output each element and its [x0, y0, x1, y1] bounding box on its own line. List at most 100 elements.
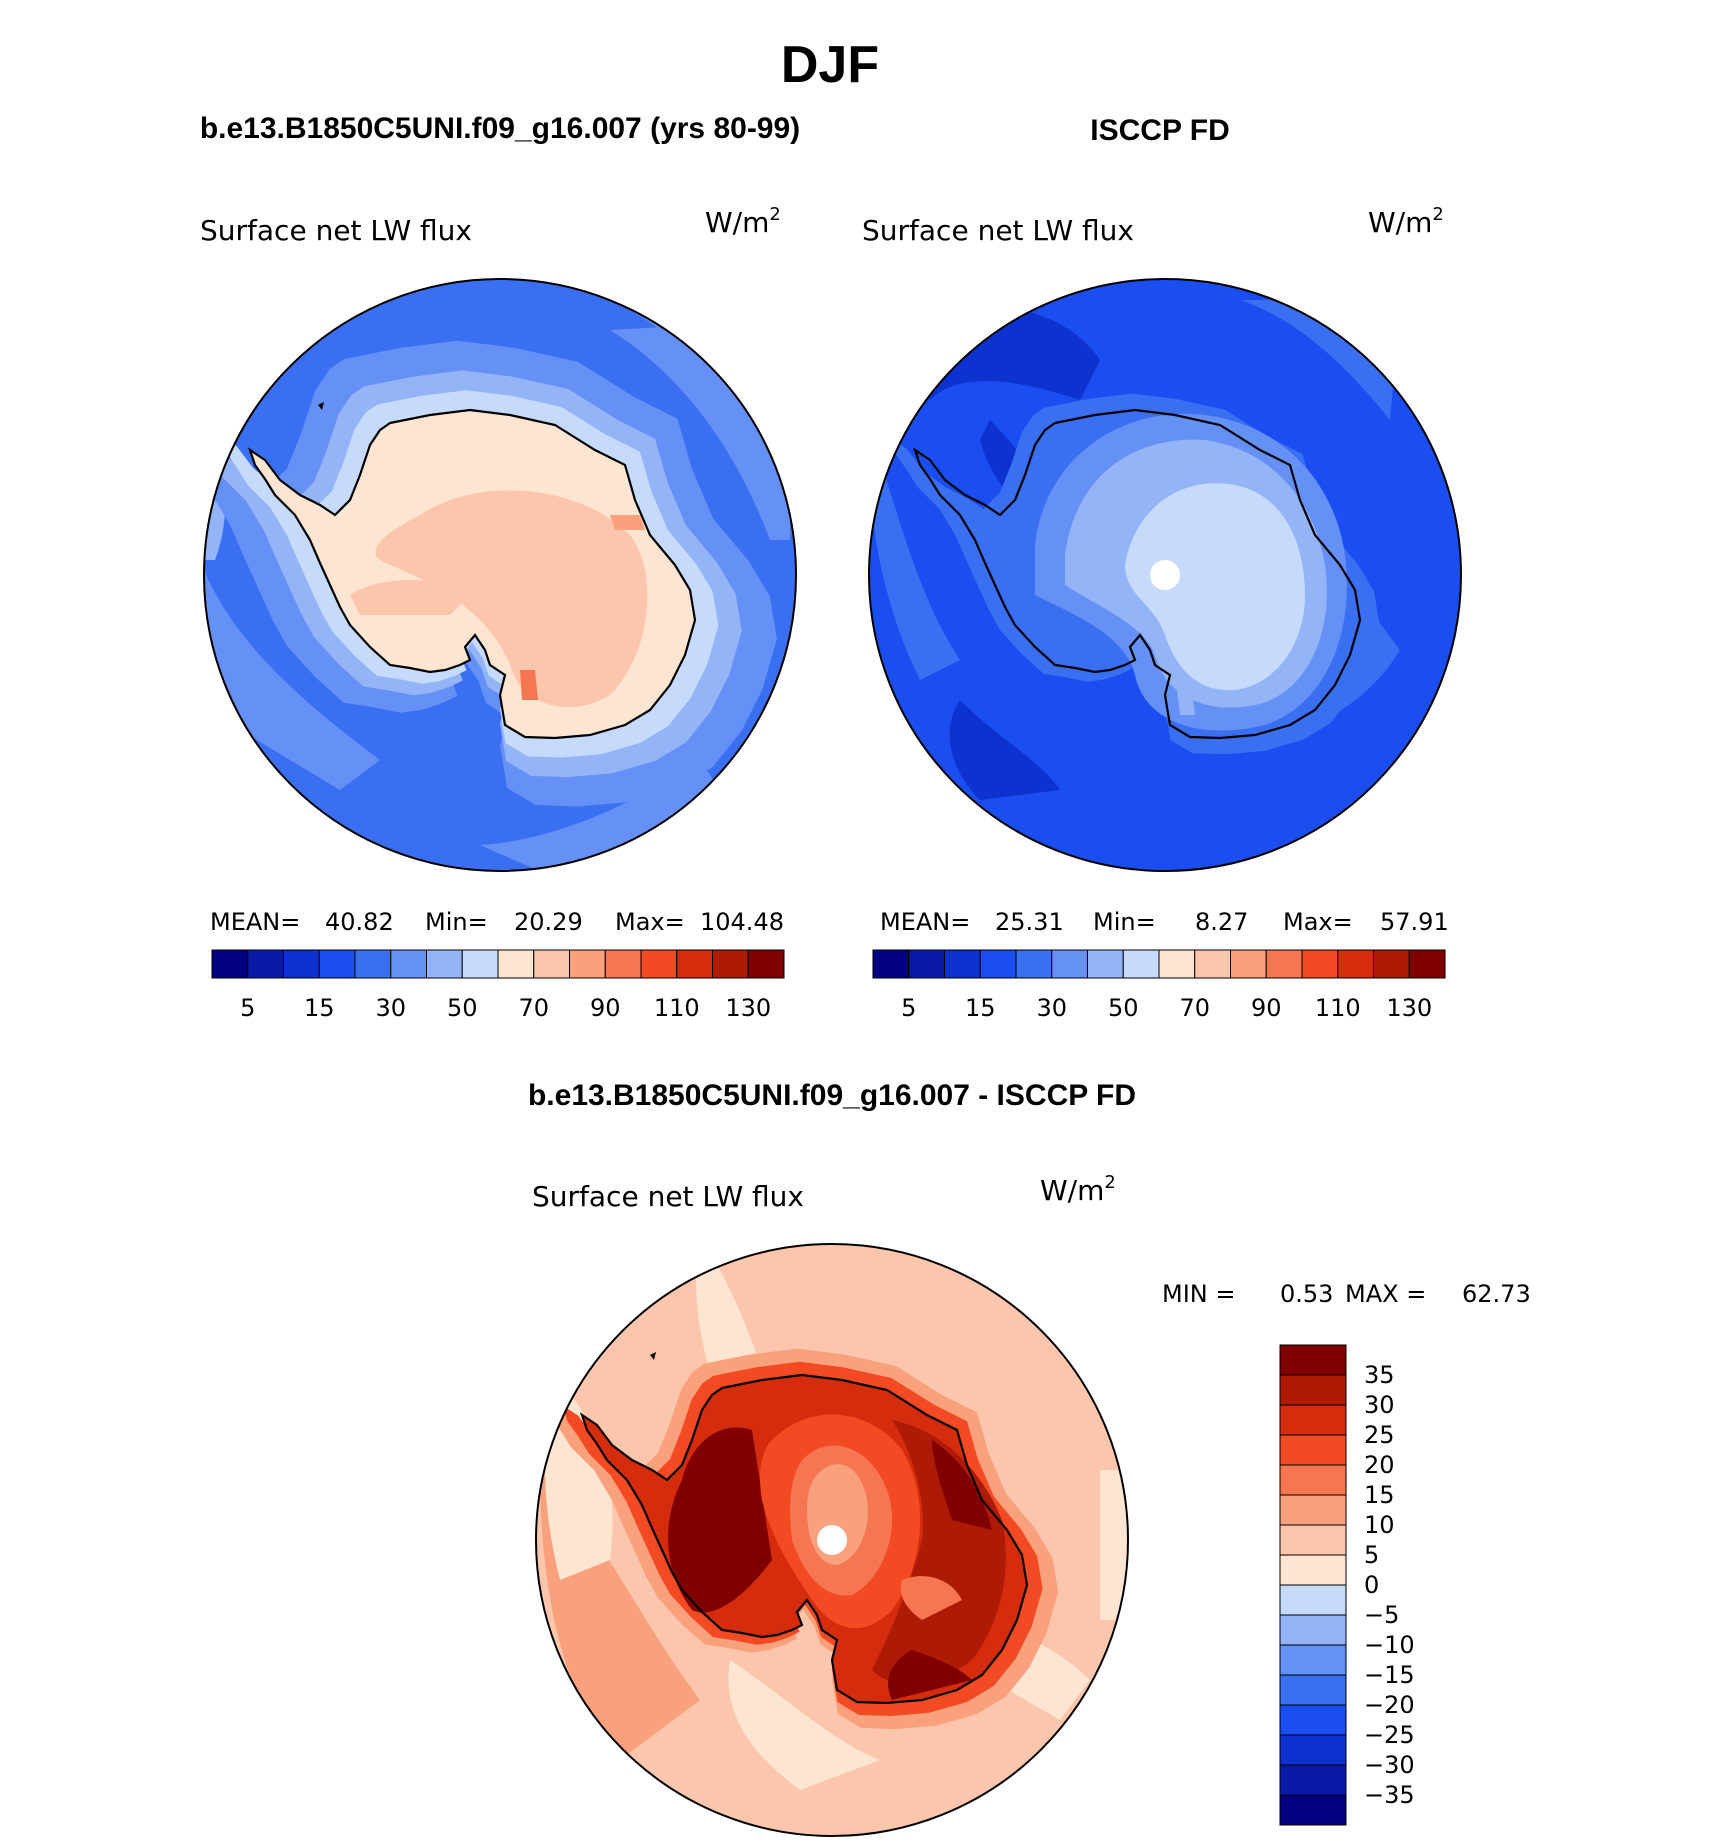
colorbar-swatch [676, 949, 713, 979]
colorbar-swatch [979, 949, 1017, 979]
colorbar-swatch [247, 949, 284, 979]
colorbar-swatch [1279, 1764, 1347, 1796]
colorbar-swatch [1279, 1494, 1347, 1526]
colorbar-tick-label: −35 [1364, 1781, 1415, 1809]
stat-min-label: Min= [425, 908, 488, 936]
colorbar-tick-label: −20 [1364, 1691, 1415, 1719]
colorbar-tick-label: 0 [1364, 1571, 1379, 1599]
colorbar-swatch [1279, 1554, 1347, 1586]
colorbar-swatch [461, 949, 499, 979]
colorbar-swatch [1279, 1464, 1347, 1496]
colorbar-swatch [1279, 1374, 1347, 1406]
stat-mean-value: 40.82 [325, 908, 394, 936]
colorbar-swatch [1279, 1794, 1347, 1826]
colorbar-model: 5 15 30 50 70 90 110 130 [211, 949, 785, 1022]
colorbar-swatch [1301, 949, 1339, 979]
panel-obs-case-title: ISCCP FD [1090, 114, 1229, 147]
colorbar-swatch [1279, 1674, 1347, 1706]
colorbar-swatch [1279, 1344, 1347, 1376]
colorbar-swatch [283, 949, 320, 979]
stat-max-value: 57.91 [1380, 908, 1449, 936]
panel-model-units: W/m2 [705, 204, 781, 239]
colorbar-swatch [640, 949, 678, 979]
colorbar-swatch [872, 949, 910, 979]
colorbar-tick-label: 130 [725, 994, 771, 1022]
panel-diff: b.e13.B1850C5UNI.f09_g16.007 - ISCCP FD … [528, 1079, 1531, 1837]
colorbar-tick-label: 90 [1251, 994, 1282, 1022]
panel-obs: ISCCP FD Surface net LW flux W/m2 MEAN [862, 114, 1462, 1022]
colorbar-tick-label: 30 [1364, 1391, 1395, 1419]
stat-mean-label: MEAN= [210, 908, 300, 936]
colorbar-swatch [1408, 949, 1446, 979]
colorbar-swatch [1265, 949, 1303, 979]
colorbar-swatch [944, 949, 981, 979]
colorbar-tick-label: −15 [1364, 1661, 1415, 1689]
colorbar-swatch [1373, 949, 1410, 979]
colorbar-tick-label: 5 [1364, 1541, 1379, 1569]
colorbar-tick-label: −25 [1364, 1721, 1415, 1749]
colorbar-swatch [354, 949, 392, 979]
colorbar-tick-label: 70 [518, 994, 549, 1022]
map-diff [536, 1244, 1128, 1836]
map-model-border [203, 278, 797, 872]
colorbar-tick-label: 5 [901, 994, 916, 1022]
colorbar-tick-label: 5 [240, 994, 255, 1022]
colorbar-swatch [497, 949, 535, 979]
colorbar-swatch [1279, 1524, 1347, 1556]
colorbar-swatch [1279, 1734, 1347, 1766]
stat-max-label: Max= [615, 908, 685, 936]
colorbar-tick-label: 30 [375, 994, 406, 1022]
diff-max-label: MAX = [1345, 1280, 1426, 1308]
colorbar-tick-label: −5 [1364, 1601, 1399, 1629]
colorbar-tick-label: 35 [1364, 1361, 1395, 1389]
colorbar-swatch [1087, 949, 1124, 979]
colorbar-swatch [747, 949, 785, 979]
colorbar-swatch [1122, 949, 1160, 979]
colorbar-tick-label: 130 [1386, 994, 1432, 1022]
map-diff-border [535, 1243, 1129, 1837]
colorbar-tick-label: 30 [1036, 994, 1067, 1022]
colorbar-tick-label: 50 [447, 994, 478, 1022]
panel-diff-title: b.e13.B1850C5UNI.f09_g16.007 - ISCCP FD [528, 1079, 1136, 1112]
stat-mean-value: 25.31 [995, 908, 1064, 936]
diff-min-label: MIN = [1162, 1280, 1235, 1308]
colorbar-swatch [1337, 949, 1374, 979]
colorbar-swatch [1230, 949, 1267, 979]
map-model [204, 279, 796, 871]
colorbar-swatch [1279, 1434, 1347, 1466]
stat-min-label: Min= [1093, 908, 1156, 936]
colorbar-tick-label: 110 [1315, 994, 1361, 1022]
colorbar-swatch [533, 949, 570, 979]
colorbar-obs: 5 15 30 50 70 90 110 130 [872, 949, 1446, 1022]
panel-diff-variable: Surface net LW flux [532, 1180, 804, 1213]
colorbar-swatch [318, 949, 356, 979]
colorbar-swatch [1279, 1614, 1347, 1646]
figure-title: DJF [781, 36, 879, 94]
diff-max-value: 62.73 [1462, 1280, 1531, 1308]
colorbar-swatch [390, 949, 427, 979]
colorbar-swatch [426, 949, 463, 979]
colorbar-swatch [1279, 1704, 1347, 1736]
colorbar-tick-label: 25 [1364, 1421, 1395, 1449]
stat-min-value: 8.27 [1195, 908, 1248, 936]
colorbar-swatch [1194, 949, 1231, 979]
panel-obs-variable: Surface net LW flux [862, 214, 1134, 247]
stat-mean-label: MEAN= [880, 908, 970, 936]
colorbar-swatch [569, 949, 606, 979]
panel-model: b.e13.B1850C5UNI.f09_g16.007 (yrs 80-99)… [200, 112, 800, 1022]
colorbar-swatch [1279, 1644, 1347, 1676]
colorbar-tick-label: 90 [590, 994, 621, 1022]
panel-obs-units: W/m2 [1368, 204, 1444, 239]
panel-diff-minmax: MIN = 0.53 MAX = 62.73 [1162, 1280, 1531, 1308]
colorbar-swatch [1279, 1404, 1347, 1436]
colorbar-tick-label: 110 [654, 994, 700, 1022]
stat-max-value: 104.48 [700, 908, 784, 936]
colorbar-tick-label: −10 [1364, 1631, 1415, 1659]
colorbar-tick-label: 20 [1364, 1451, 1395, 1479]
colorbar-swatch [604, 949, 642, 979]
colorbar-swatch [1158, 949, 1196, 979]
colorbar-swatch [1051, 949, 1088, 979]
panel-model-case-title: b.e13.B1850C5UNI.f09_g16.007 (yrs 80-99) [200, 112, 800, 145]
colorbar-tick-label: 10 [1364, 1511, 1395, 1539]
